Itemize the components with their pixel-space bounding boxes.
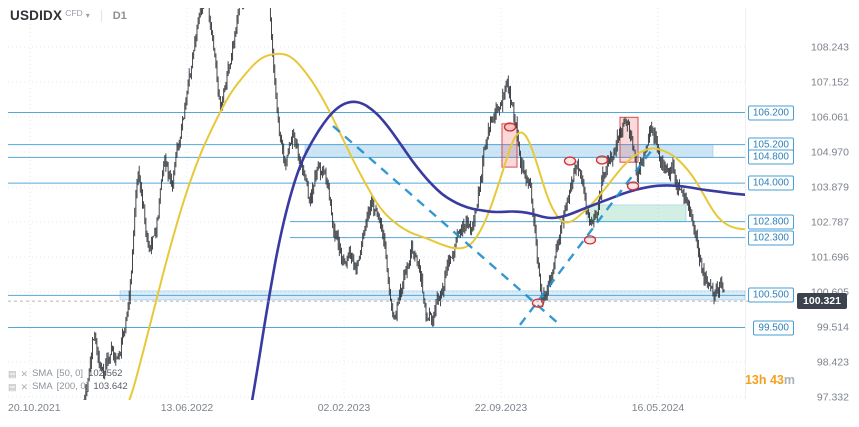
price-axis-tick: 101.696 (811, 252, 849, 264)
indicator-remove-icon[interactable]: ✕ (20, 381, 29, 392)
indicator-legend: ▤ ✕ SMA [50, 0] 102.562 ▤ ✕ SMA [200, 0]… (8, 367, 128, 393)
time-axis-tick: 20.10.2021 (8, 402, 61, 414)
instrument-type-label: CFD (65, 8, 83, 18)
level-price-tag[interactable]: 102.800 (747, 214, 794, 230)
level-price-tag[interactable]: 99.500 (753, 320, 794, 335)
price-axis-tick: 107.152 (811, 77, 849, 89)
sma50-line[interactable] (118, 52, 745, 427)
signal-marker[interactable] (583, 235, 597, 245)
indicator-params: [50, 0] (56, 368, 84, 379)
price-axis-tick: 99.514 (817, 322, 849, 334)
level-price-tag[interactable]: 104.000 (747, 175, 794, 191)
indicator-name: SMA (32, 381, 53, 392)
indicator-settings-icon[interactable]: ▤ (8, 381, 17, 392)
symbol-label[interactable]: USDIDX (10, 8, 63, 23)
signal-marker[interactable] (503, 122, 517, 132)
signal-marker[interactable] (595, 155, 609, 165)
indicator-legend-sma50[interactable]: ▤ ✕ SMA [50, 0] 102.562 (8, 367, 128, 380)
signal-marker[interactable] (626, 181, 640, 191)
instrument-header: USDIDX CFD ▾ D1 (10, 8, 127, 23)
time-axis-tick: 16.05.2024 (632, 402, 685, 414)
indicator-value: 102.562 (88, 368, 123, 379)
indicator-params: [200, 0] (56, 381, 89, 392)
level-price-tag[interactable]: 102.300 (747, 230, 794, 246)
indicator-settings-icon[interactable]: ▤ (8, 368, 17, 379)
price-axis-tick: 108.243 (811, 42, 849, 54)
price-axis-tick: 103.879 (811, 182, 849, 194)
price-axis-tick: 104.970 (811, 147, 849, 159)
sma200-line[interactable] (250, 100, 745, 401)
time-axis-tick: 13.06.2022 (161, 402, 214, 414)
header-divider (100, 9, 102, 22)
candle-countdown-timer: 13h 43m (745, 373, 795, 387)
price-axis-tick: 102.787 (811, 217, 849, 229)
highlight-box[interactable] (501, 123, 518, 168)
level-price-tag[interactable]: 104.800 (747, 149, 794, 165)
timeframe-label[interactable]: D1 (112, 9, 127, 22)
symbol-dropdown-icon[interactable]: ▾ (85, 11, 90, 20)
price-axis-tick: 98.423 (817, 357, 849, 369)
indicator-name: SMA (32, 368, 53, 379)
trendline[interactable] (519, 145, 656, 326)
indicator-legend-sma200[interactable]: ▤ ✕ SMA [200, 0] 103.642 (8, 380, 128, 393)
level-price-tag[interactable]: 106.200 (747, 105, 794, 120)
time-axis-tick: 22.09.2023 (475, 402, 528, 414)
price-axis-tick: 106.061 (811, 112, 849, 124)
countdown-unit: m (783, 373, 795, 387)
current-price-tag: 100.321 (797, 293, 847, 310)
candlesticks[interactable] (8, 0, 725, 427)
price-axis-tick: 97.332 (817, 392, 849, 404)
signal-marker[interactable] (563, 156, 577, 166)
signal-marker[interactable] (531, 298, 545, 308)
trendline[interactable] (332, 125, 561, 326)
indicator-remove-icon[interactable]: ✕ (20, 368, 29, 379)
indicator-value: 103.642 (93, 381, 128, 392)
level-price-tag[interactable]: 100.500 (747, 287, 794, 303)
countdown-value: 13h 43 (744, 373, 784, 387)
time-axis-tick: 02.02.2023 (318, 402, 371, 414)
